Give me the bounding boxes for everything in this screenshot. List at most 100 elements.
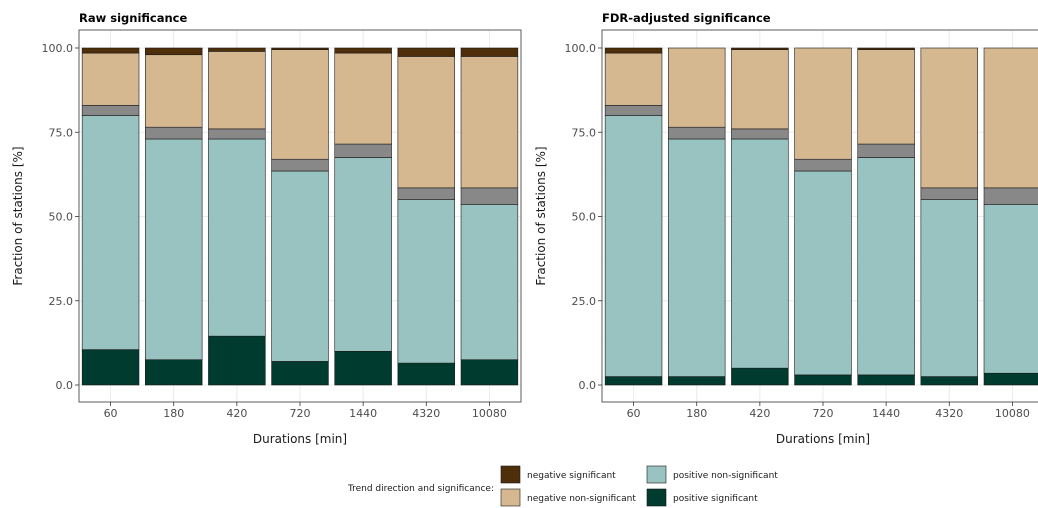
x-tick-label: 10080	[995, 407, 1030, 420]
bar-segment	[604, 376, 663, 386]
bar-segment	[731, 138, 789, 369]
panel-title: FDR-adjusted significance	[602, 11, 771, 25]
legend-label: positive non-significant	[673, 471, 778, 481]
panel-raw-significance: Raw significance 0.0 25.0 50.0 75.0 100.0 60…	[11, 11, 522, 446]
bar-segment	[731, 128, 789, 140]
bar-segment	[983, 187, 1038, 206]
x-tick-label: 420	[226, 407, 247, 420]
bar-segment	[731, 49, 789, 130]
x-tick-label: 720	[813, 407, 834, 420]
x-tick-label: 60	[104, 407, 118, 420]
legend-label: positive significant	[673, 494, 758, 504]
x-tick-label: 1440	[872, 407, 900, 420]
x-tick-label: 180	[686, 407, 707, 420]
bar-segment	[81, 349, 140, 386]
bar-segment	[857, 374, 915, 386]
bar-segment	[81, 115, 140, 350]
bar-segment	[604, 52, 663, 106]
bar-segment	[334, 143, 392, 158]
bar-segment	[857, 157, 915, 376]
bar-segment	[145, 138, 203, 361]
panel-fdr-adjusted-significance: FDR-adjusted significance 0.0 25.0 50.0 75.…	[534, 11, 1038, 446]
bar-segment	[857, 49, 915, 145]
bars	[604, 47, 1038, 386]
y-axis: 0.0 25.0 50.0 75.0 100.0	[42, 42, 79, 392]
x-axis: 60 180 420 720 1440 4320 10080	[104, 402, 507, 420]
x-tick-label: 4320	[935, 407, 963, 420]
bar-segment	[857, 47, 915, 50]
bar-segment	[460, 359, 519, 386]
x-tick-label: 60	[627, 407, 641, 420]
y-axis-label: Fraction of stations [%]	[534, 146, 548, 285]
bar-segment	[271, 170, 329, 362]
y-tick-label: 25.0	[572, 295, 597, 308]
bar-segment	[145, 359, 203, 386]
bar-segment	[145, 126, 203, 140]
bar-segment	[460, 56, 519, 189]
legend: Trend direction and significance: negati…	[347, 465, 778, 507]
bar-segment	[460, 204, 519, 361]
bar-segment	[271, 47, 329, 50]
y-tick-label: 25.0	[49, 295, 74, 308]
bar-segment	[604, 47, 663, 54]
bar-segment	[81, 52, 140, 106]
bar-segment	[731, 367, 789, 386]
bar-segment	[920, 376, 978, 386]
bar-segment	[397, 47, 456, 57]
bar-segment	[208, 47, 266, 52]
legend-key	[646, 488, 667, 507]
x-tick-label: 1440	[349, 407, 377, 420]
y-tick-label: 50.0	[572, 211, 597, 224]
bar-segment	[794, 170, 852, 376]
bar-segment	[397, 362, 456, 386]
bar-segment	[920, 47, 978, 189]
bar-segment	[208, 335, 266, 386]
x-tick-label: 10080	[472, 407, 507, 420]
legend-key	[646, 465, 667, 484]
bar-segment	[81, 47, 140, 54]
bar-segment	[667, 138, 726, 377]
y-tick-label: 75.0	[49, 126, 74, 139]
bar-segment	[604, 104, 663, 116]
bar-segment	[983, 372, 1038, 386]
y-tick-label: 100.0	[565, 42, 597, 55]
x-tick-label: 4320	[412, 407, 440, 420]
bar-segment	[667, 47, 726, 128]
y-tick-label: 75.0	[572, 126, 597, 139]
bar-segment	[271, 158, 329, 172]
bar-segment	[794, 47, 852, 160]
y-tick-label: 0.0	[56, 379, 74, 392]
legend-key	[500, 465, 521, 484]
x-axis: 60 180 420 720 1440 4320 10080	[627, 402, 1030, 420]
bar-segment	[667, 126, 726, 140]
bar-segment	[334, 52, 392, 145]
bar-segment	[397, 199, 456, 364]
x-tick-label: 420	[749, 407, 770, 420]
bar-segment	[857, 143, 915, 158]
bar-segment	[920, 187, 978, 200]
x-axis-label: Durations [min]	[253, 432, 347, 446]
panel-title: Raw significance	[79, 11, 187, 25]
bar-segment	[334, 47, 392, 54]
bar-segment	[334, 350, 392, 386]
bar-segment	[397, 56, 456, 189]
x-tick-label: 720	[290, 407, 311, 420]
bar-segment	[983, 204, 1038, 374]
bar-segment	[81, 104, 140, 116]
bar-segment	[208, 138, 266, 337]
bar-segment	[667, 376, 726, 386]
bar-segment	[731, 47, 789, 50]
x-tick-label: 180	[163, 407, 184, 420]
x-axis-label: Durations [min]	[776, 432, 870, 446]
y-tick-label: 100.0	[42, 42, 74, 55]
bar-segment	[460, 187, 519, 206]
y-tick-label: 50.0	[49, 211, 74, 224]
bars	[81, 47, 519, 386]
bar-segment	[145, 47, 203, 56]
bar-segment	[271, 49, 329, 160]
bar-segment	[271, 361, 329, 386]
legend-title: Trend direction and significance:	[347, 484, 494, 494]
bar-segment	[794, 158, 852, 172]
bar-segment	[208, 51, 266, 130]
